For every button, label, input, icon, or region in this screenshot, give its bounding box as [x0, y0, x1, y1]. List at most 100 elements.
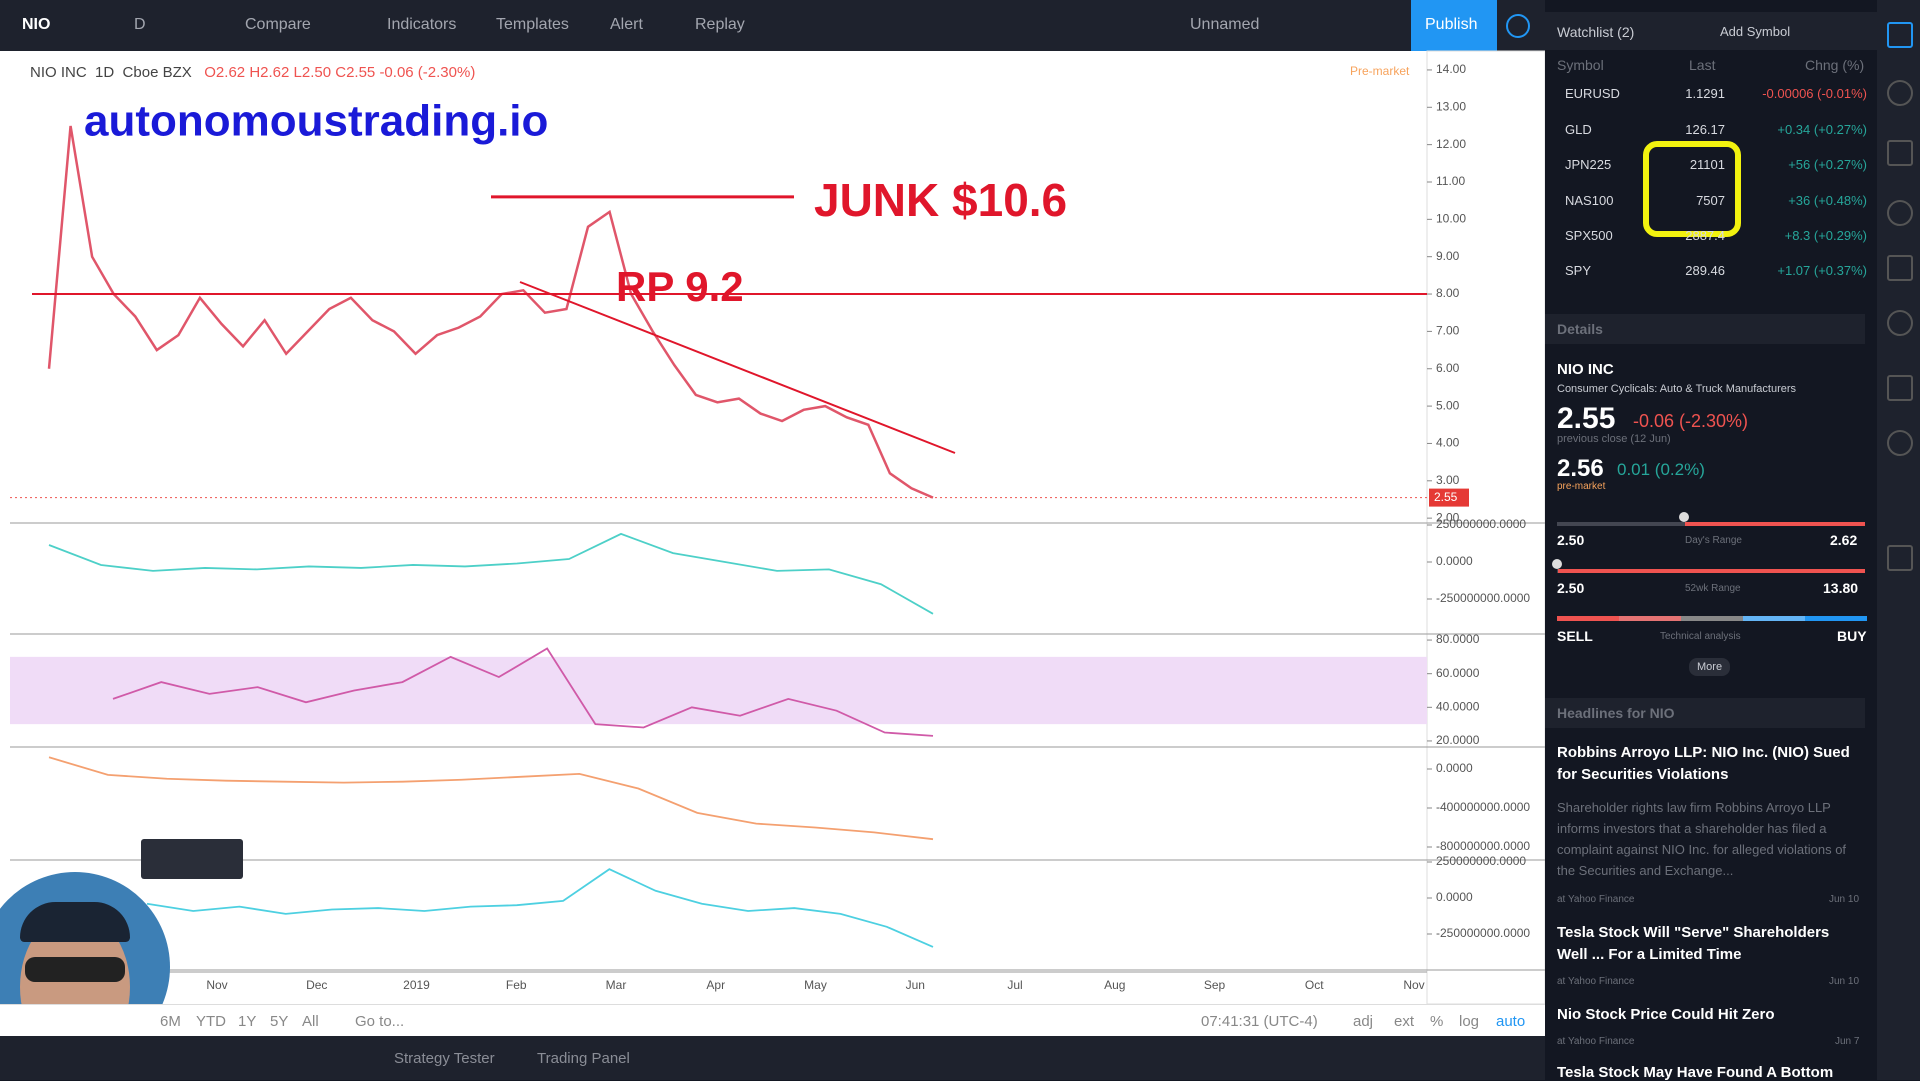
- range[interactable]: YTD: [196, 1013, 226, 1030]
- details-header: [1545, 314, 1865, 344]
- icon[interactable]: [1887, 430, 1913, 456]
- watch-last[interactable]: 2887.4: [1685, 228, 1725, 243]
- watch-last[interactable]: 1.1291: [1685, 86, 1725, 101]
- icon[interactable]: [1887, 375, 1913, 401]
- watch-change[interactable]: +0.34 (+0.27%): [1777, 122, 1867, 137]
- option[interactable]: adj: [1353, 1013, 1374, 1030]
- x-tick-label: Oct: [1305, 978, 1324, 992]
- x-tick-label: Aug: [1104, 978, 1125, 992]
- watch-change[interactable]: +8.3 (+0.29%): [1784, 228, 1867, 243]
- headlines-title: Headlines for NIO: [1557, 705, 1675, 721]
- watch-last[interactable]: 7507: [1696, 193, 1725, 208]
- icon[interactable]: [1887, 310, 1913, 336]
- range-fill: [1558, 569, 1865, 573]
- x-tick-label: Jun: [906, 978, 925, 992]
- toolbar-item[interactable]: Replay: [695, 16, 745, 33]
- headline-title[interactable]: Nio Stock Price Could Hit Zero: [1557, 1006, 1775, 1023]
- more-button[interactable]: More: [1689, 658, 1731, 676]
- headlines-header: [1545, 698, 1865, 728]
- interval[interactable]: D: [134, 16, 146, 33]
- symbol[interactable]: NIO: [22, 16, 51, 33]
- x-tick-label: Feb: [506, 978, 527, 992]
- details-price: 2.55: [1557, 402, 1616, 435]
- legend-name: NIO INC: [30, 64, 87, 81]
- option[interactable]: auto: [1496, 1013, 1526, 1030]
- last-price-label: 2.55: [1434, 490, 1458, 504]
- range-label: Day's Range: [1685, 535, 1742, 546]
- chart-area: [0, 51, 1545, 1004]
- option[interactable]: ext: [1394, 1013, 1415, 1030]
- y-tick-label: 11.00: [1436, 174, 1465, 188]
- icon[interactable]: [1887, 545, 1913, 571]
- legend-ohlc: C2.55: [335, 64, 376, 81]
- range-low: 2.50: [1557, 580, 1585, 596]
- y-tick-label: 20.0000: [1436, 733, 1480, 747]
- headline-date: Jun 10: [1829, 976, 1860, 987]
- range[interactable]: 5Y: [270, 1013, 289, 1030]
- icon[interactable]: [1887, 255, 1913, 281]
- watch-symbol[interactable]: SPX500: [1565, 228, 1613, 243]
- rsi-band: [10, 656, 1427, 725]
- headline-title[interactable]: Tesla Stock May Have Found A Bottom: [1557, 1064, 1834, 1081]
- add-symbol[interactable]: Add Symbol: [1720, 24, 1791, 39]
- legend-ohlc: H2.62: [249, 64, 290, 81]
- watch-change[interactable]: +1.07 (+0.37%): [1777, 263, 1867, 278]
- play-button[interactable]: [1506, 14, 1530, 38]
- range-low: 2.50: [1557, 532, 1585, 548]
- watch-change[interactable]: +56 (+0.27%): [1788, 157, 1867, 172]
- toolbar-item[interactable]: Alert: [610, 16, 643, 33]
- y-tick-label: 250000000.0000: [1436, 517, 1526, 531]
- range-marker: [1552, 559, 1563, 569]
- series-line: [146, 868, 934, 948]
- legend-ohlc: O2.62: [204, 64, 246, 81]
- icon[interactable]: [1887, 80, 1913, 106]
- goto[interactable]: Go to...: [355, 1013, 405, 1030]
- tab[interactable]: Strategy Tester: [394, 1050, 495, 1067]
- headline-source: at Yahoo Finance: [1557, 976, 1635, 987]
- watch-symbol[interactable]: GLD: [1565, 122, 1592, 137]
- pre-market-badge: Pre-market: [1350, 64, 1410, 78]
- y-tick-label: 10.00: [1436, 212, 1466, 226]
- tab[interactable]: Trading Panel: [537, 1050, 630, 1067]
- watch-symbol[interactable]: SPY: [1565, 263, 1592, 278]
- watch-last[interactable]: 289.46: [1685, 263, 1725, 278]
- legend-ohlc: L2.50: [293, 64, 332, 81]
- floating-toolbar[interactable]: [141, 839, 243, 879]
- right-panel: Watchlist (2) Add Symbol Symbol Last Chn…: [1545, 0, 1877, 1081]
- watch-last[interactable]: 126.17: [1685, 122, 1725, 137]
- watch-symbol[interactable]: JPN225: [1565, 157, 1612, 172]
- ta-bar: [1681, 616, 1743, 621]
- x-tick-label: Dec: [306, 978, 327, 992]
- publish-label[interactable]: Publish: [1425, 16, 1478, 33]
- toolbar-item[interactable]: Indicators: [387, 16, 457, 33]
- details-change: -0.06 (-2.30%): [1633, 411, 1749, 431]
- range[interactable]: 6M: [160, 1013, 181, 1030]
- ta-bar: [1557, 616, 1619, 621]
- y-tick-label: -250000000.0000: [1436, 926, 1530, 940]
- range[interactable]: All: [302, 1013, 319, 1030]
- icon[interactable]: [1887, 200, 1913, 226]
- watch-change[interactable]: +36 (+0.48%): [1788, 193, 1867, 208]
- watchlist-title[interactable]: Watchlist (2): [1557, 24, 1635, 40]
- headline-date: Jun 10: [1829, 894, 1860, 905]
- chart-svg: 14.00 13.00 12.00 11.00 10.00 9.00 8.00 7.00 6.0…: [10, 50, 1545, 1004]
- y-tick-label: 250000000.0000: [1436, 854, 1526, 868]
- headline-title[interactable]: Robbins Arroyo LLP: NIO Inc. (NIO) Sued …: [1557, 744, 1850, 783]
- publish-button[interactable]: [1411, 0, 1497, 51]
- toolbar-item[interactable]: Templates: [496, 16, 569, 33]
- sunglasses: [25, 957, 125, 982]
- icon[interactable]: [1887, 22, 1913, 48]
- layout-name[interactable]: Unnamed: [1190, 16, 1260, 33]
- y-tick-label: 60.0000: [1436, 666, 1480, 680]
- toolbar-item[interactable]: Compare: [245, 16, 311, 33]
- option[interactable]: log: [1459, 1013, 1480, 1030]
- watch-symbol[interactable]: EURUSD: [1565, 86, 1620, 101]
- icon[interactable]: [1887, 140, 1913, 166]
- headline-title[interactable]: Tesla Stock Will "Serve" Shareholders We…: [1557, 924, 1830, 963]
- watch-last[interactable]: 21101: [1689, 157, 1725, 172]
- watch-change[interactable]: -0.00006 (-0.01%): [1762, 86, 1867, 101]
- option[interactable]: %: [1430, 1013, 1444, 1030]
- watch-symbol[interactable]: NAS100: [1565, 193, 1614, 208]
- range[interactable]: 1Y: [238, 1013, 257, 1030]
